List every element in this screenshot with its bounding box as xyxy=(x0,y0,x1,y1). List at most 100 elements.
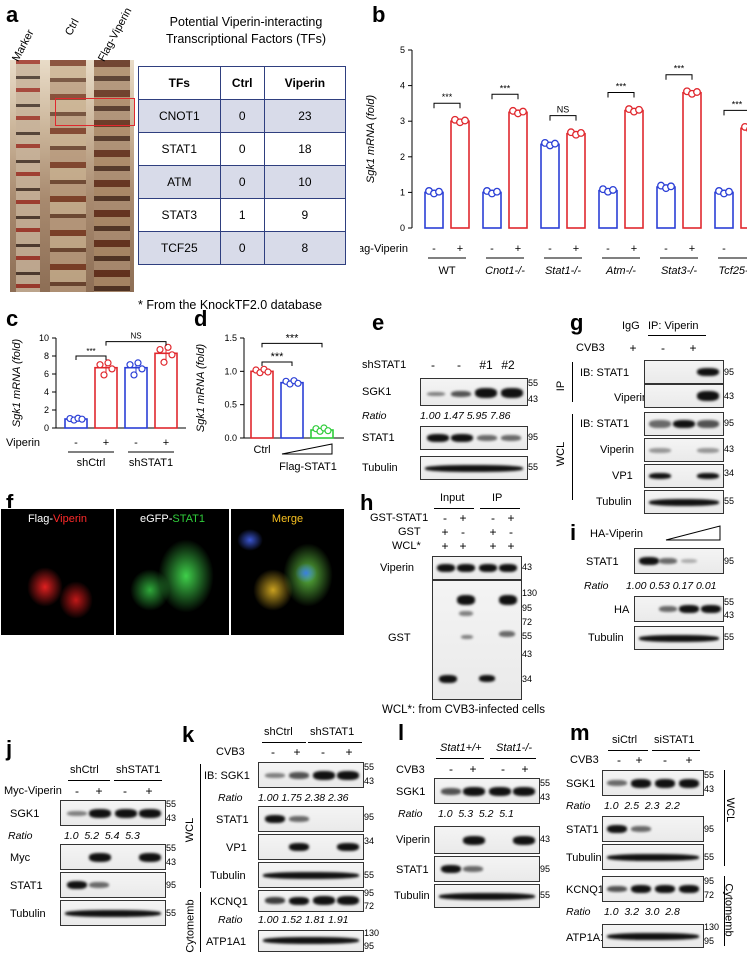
h-mw-95: 95 xyxy=(522,603,533,613)
table-title: Potential Viperin-interacting Transcript… xyxy=(146,14,346,48)
h-header-input: Input xyxy=(440,492,465,504)
bar xyxy=(714,191,734,229)
l-group-wt: Stat1+/+ xyxy=(440,742,482,754)
data-point xyxy=(160,358,168,366)
k-ratio-label2: Ratio xyxy=(218,914,243,926)
l-blot-label-stat1: STAT1 xyxy=(396,864,429,876)
g-blot-label-wcl-stat1: IB: STAT1 xyxy=(580,418,630,430)
gel-label-marker: Marker xyxy=(10,27,37,64)
sig-bracket xyxy=(105,341,167,346)
h-row-wcl: WCL* xyxy=(392,540,421,552)
table-row: STAT1 0 18 xyxy=(138,132,347,166)
group-label: Atm-/- xyxy=(605,265,636,277)
y-tick-label: 2 xyxy=(400,152,405,162)
sign: - xyxy=(432,243,436,255)
i-mw-55b: 55 xyxy=(724,632,735,642)
e-blot-stat1 xyxy=(420,426,528,450)
sign: - xyxy=(722,243,726,255)
sig-bracket xyxy=(75,355,107,360)
panel-label-e: e xyxy=(372,310,385,335)
l-blot-label-sgk1: SGK1 xyxy=(396,786,426,798)
k-mw-95b: 95 xyxy=(364,888,375,898)
j-row-label: Myc-Viperin xyxy=(4,785,62,797)
data-point xyxy=(96,361,104,369)
l-mw-55: 55 xyxy=(540,778,551,788)
j-blot-stat1 xyxy=(60,872,166,898)
sig-label: NS xyxy=(557,105,570,115)
table-row: ATM 0 10 xyxy=(138,165,347,199)
e-ratio-values: 1.00 1.47 5.95 7.86 xyxy=(420,410,511,422)
l-mw-95: 95 xyxy=(540,864,551,874)
i-blot-tubulin xyxy=(634,626,724,650)
sig-bracket xyxy=(607,92,635,98)
h-sign: + xyxy=(459,511,467,525)
m-ratio-label1: Ratio xyxy=(566,800,591,812)
x-label-flag: Flag-STAT1 xyxy=(279,461,337,473)
m-sign: + xyxy=(685,753,693,767)
h-sign: - xyxy=(461,525,465,539)
cell: 10 xyxy=(263,165,347,199)
l-ratio-label: Ratio xyxy=(398,808,423,820)
sig-bracket xyxy=(491,93,519,100)
l-sign: - xyxy=(501,762,505,776)
k-row-label: CVB3 xyxy=(216,746,245,758)
panel-label-h: h xyxy=(360,490,374,515)
k-group-shstat1: shSTAT1 xyxy=(310,726,355,738)
j-sign: - xyxy=(123,784,127,798)
sig-label: *** xyxy=(500,83,511,93)
j-blot-label-tubulin: Tubulin xyxy=(10,908,46,920)
sign: + xyxy=(689,243,695,255)
j-mw-55: 55 xyxy=(166,799,177,809)
m-row-label: CVB3 xyxy=(570,754,599,766)
table-footnote: * From the KnockTF2.0 database xyxy=(138,298,323,312)
j-blot-label-stat1: STAT1 xyxy=(10,880,43,892)
h-sign: - xyxy=(491,511,495,525)
data-point xyxy=(577,128,585,137)
data-point xyxy=(130,371,138,379)
i-ratio-label: Ratio xyxy=(584,580,609,592)
cell: 1 xyxy=(219,198,265,232)
k-blot-label-sgk1: IB: SGK1 xyxy=(204,770,250,782)
m-blot-label-atp1a1: ATP1A1 xyxy=(566,932,607,944)
data-point xyxy=(667,182,675,191)
j-mw-43b: 43 xyxy=(166,857,177,867)
group-label: Cnot1-/- xyxy=(485,265,525,277)
y-tick-label: 1.5 xyxy=(224,333,237,343)
g-mw-43: 43 xyxy=(724,391,735,401)
group-label: shCtrl xyxy=(77,457,106,469)
bar xyxy=(424,191,444,229)
sign: + xyxy=(515,243,521,255)
cell: 0 xyxy=(219,99,265,133)
h-mw-34: 34 xyxy=(522,674,533,684)
y-tick-label: 0 xyxy=(400,223,405,233)
bar xyxy=(624,109,644,229)
j-group-shstat1: shSTAT1 xyxy=(116,764,161,776)
k-mw-43: 43 xyxy=(364,776,375,786)
cell: 9 xyxy=(263,198,347,232)
image-stat1: eGFP-STAT1 xyxy=(115,508,230,636)
j-blot-tubulin xyxy=(60,900,166,926)
h-mw-43: 43 xyxy=(522,562,533,572)
m-group-sistat1: siSTAT1 xyxy=(654,734,695,746)
m-mw-95c: 95 xyxy=(704,936,715,946)
j-ratio-values: 1.0 5.2 5.4 5.3 xyxy=(64,830,140,842)
dose-wedge xyxy=(281,443,333,455)
sign: + xyxy=(457,243,463,255)
group-label: Tcf25-/- xyxy=(719,265,747,277)
l-sign: + xyxy=(521,762,529,776)
bar xyxy=(508,111,528,229)
k-sign: + xyxy=(345,745,353,759)
g-mw-95b: 95 xyxy=(724,418,735,428)
i-ratio-values: 1.00 0.53 0.17 0.01 xyxy=(626,580,717,592)
data-point xyxy=(104,359,112,367)
th-tfs: TFs xyxy=(138,66,221,100)
j-mw-55b: 55 xyxy=(166,843,177,853)
g-blot-ip-viperin xyxy=(644,384,724,408)
i-mw-95: 95 xyxy=(724,556,735,566)
ctrl-lane xyxy=(50,60,86,292)
h-sign: + xyxy=(489,539,497,553)
bar xyxy=(656,186,676,229)
g-lane-3: + xyxy=(689,341,697,355)
k-blot-vp1 xyxy=(258,834,364,860)
l-blot-viperin xyxy=(434,826,540,854)
